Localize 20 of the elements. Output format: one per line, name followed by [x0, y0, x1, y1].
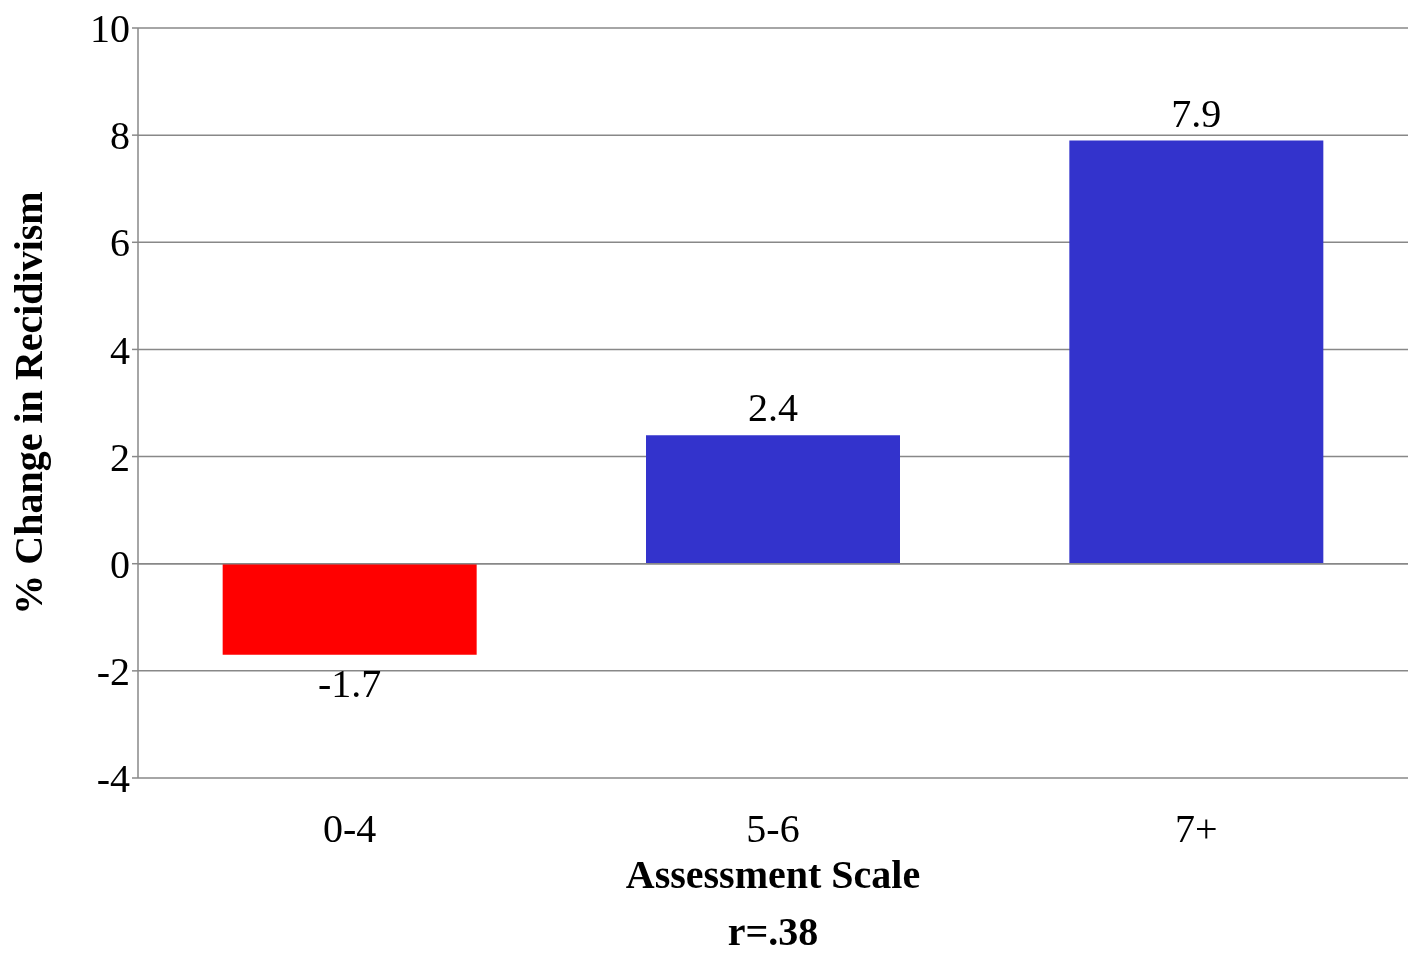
y-tick-label: 4 — [110, 327, 130, 373]
y-tick-label: 2 — [110, 434, 130, 480]
data-label: 7.9 — [1171, 90, 1222, 136]
x-tick-label: 7+ — [1175, 806, 1218, 852]
y-tick-label: 8 — [110, 113, 130, 159]
text: r=.38 — [726, 908, 820, 955]
y-tick-label: 10 — [90, 6, 130, 52]
x-axis-title: Assessment Scale — [625, 852, 921, 897]
y-tick-label: -2 — [96, 649, 130, 695]
x-tick-label: 5-6 — [746, 806, 800, 852]
bar — [222, 563, 477, 655]
data-label: -1.7 — [318, 660, 382, 706]
y-axis-title: % Change in Recidivism — [6, 191, 52, 615]
y-tick-label: -4 — [96, 756, 130, 802]
bar — [646, 435, 900, 564]
x-tick-label: 0-4 — [323, 806, 377, 852]
y-tick-label: 6 — [110, 220, 130, 266]
bar — [1069, 140, 1324, 564]
y-tick-label: 0 — [110, 541, 130, 587]
data-label: 2.4 — [748, 385, 798, 431]
